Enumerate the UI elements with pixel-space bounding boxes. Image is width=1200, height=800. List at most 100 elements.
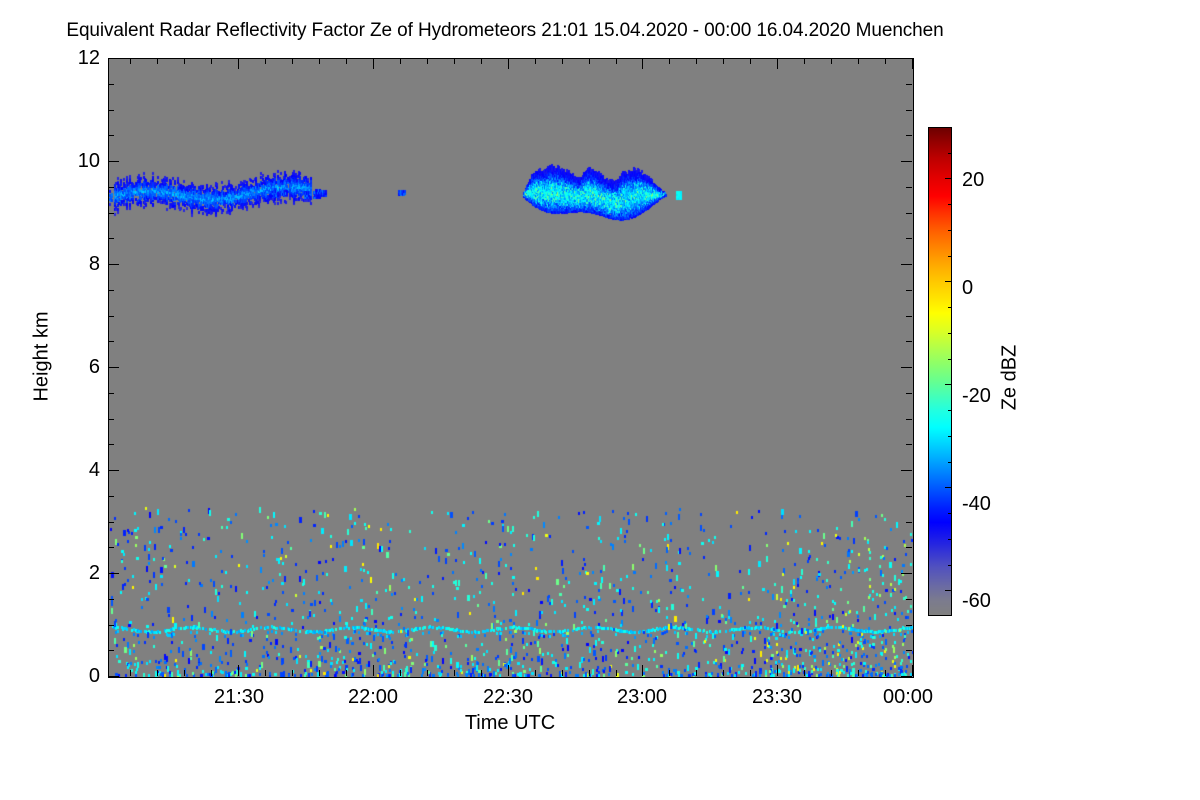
colorbar-tick-neg20: -20 (962, 385, 991, 407)
x-tick-2200: 22:00 (347, 686, 399, 708)
colorbar-tick-mark-minor (948, 307, 952, 308)
x-tick-mark-top-minor (535, 58, 536, 64)
x-tick-2230: 22:30 (482, 686, 534, 708)
y-tick-mark-right-minor (906, 84, 912, 85)
x-tick-mark-minor (562, 670, 563, 676)
x-tick-mark-top-minor (400, 58, 401, 64)
x-tick-mark-major (238, 665, 239, 676)
y-tick-mark-major (108, 264, 119, 265)
y-tick-mark-right-major (901, 573, 912, 574)
colorbar-tick-mark-minor (948, 539, 952, 540)
plot-area[interactable] (108, 58, 914, 678)
y-tick-mark-right-major (901, 676, 912, 677)
y-tick-mark-right-minor (906, 135, 912, 136)
x-tick-mark-top-minor (157, 58, 158, 64)
x-tick-mark-minor (669, 670, 670, 676)
x-tick-mark-top-minor (265, 58, 266, 64)
y-tick-mark-minor (108, 238, 114, 239)
x-tick-mark-major (508, 665, 509, 676)
x-tick-mark-top-major (912, 58, 913, 69)
x-tick-mark-minor (616, 670, 617, 676)
colorbar-tick-mark-major (945, 590, 952, 591)
y-tick-mark-minor (108, 316, 114, 317)
colorbar-tick-mark-minor (948, 565, 952, 566)
colorbar-tick-mark-minor (948, 410, 952, 411)
x-tick-mark-top-minor (292, 58, 293, 64)
y-tick-mark-minor (108, 110, 114, 111)
y-tick-mark-right-minor (906, 187, 912, 188)
y-tick-mark-minor (108, 625, 114, 626)
x-tick-mark-minor (481, 670, 482, 676)
colorbar-tick-mark-minor (948, 204, 952, 205)
y-tick-mark-right-minor (906, 213, 912, 214)
colorbar-tick-mark-major (945, 178, 952, 179)
y-tick-mark-major (108, 676, 119, 677)
x-tick-mark-minor (184, 670, 185, 676)
y-axis-title: Height km (30, 311, 53, 402)
reflectivity-heatmap-canvas (109, 59, 913, 677)
y-tick-mark-major (108, 470, 119, 471)
x-tick-mark-top-major (238, 58, 239, 69)
x-tick-2130: 21:30 (213, 686, 265, 708)
x-tick-2300: 23:00 (616, 686, 668, 708)
y-tick-mark-right-minor (906, 522, 912, 523)
colorbar-tick-20: 20 (962, 169, 985, 191)
x-tick-mark-top-minor (211, 58, 212, 64)
colorbar-tick-neg60: -60 (962, 590, 991, 612)
x-tick-mark-top-minor (804, 58, 805, 64)
x-tick-mark-top-minor (885, 58, 886, 64)
y-tick-8: 8 (88, 253, 100, 275)
colorbar-tick-mark-minor (948, 333, 952, 334)
y-tick-mark-right-minor (906, 419, 912, 420)
x-axis-title: Time UTC (464, 712, 556, 734)
colorbar[interactable] (928, 127, 952, 616)
x-tick-mark-minor (696, 670, 697, 676)
x-tick-2330: 23:30 (751, 686, 803, 708)
y-tick-mark-minor (108, 444, 114, 445)
x-tick-mark-minor (831, 670, 832, 676)
x-tick-mark-minor (858, 670, 859, 676)
y-tick-mark-right-minor (906, 110, 912, 111)
x-tick-mark-top-minor (427, 58, 428, 64)
x-tick-mark-top-major (508, 58, 509, 69)
colorbar-tick-0: 0 (962, 277, 974, 299)
colorbar-title: Ze dBZ (998, 344, 1021, 411)
colorbar-tick-mark-minor (948, 153, 952, 154)
x-tick-mark-minor (454, 670, 455, 676)
y-tick-mark-right-minor (906, 496, 912, 497)
y-tick-mark-right-major (901, 264, 912, 265)
y-tick-mark-right-minor (906, 625, 912, 626)
colorbar-tick-mark-minor (948, 462, 952, 463)
colorbar-tick-mark-major (945, 384, 952, 385)
y-tick-mark-major (108, 161, 119, 162)
x-tick-mark-top-minor (858, 58, 859, 64)
x-tick-mark-minor (400, 670, 401, 676)
x-tick-mark-minor (589, 670, 590, 676)
x-tick-mark-minor (211, 670, 212, 676)
colorbar-tick-neg40: -40 (962, 493, 991, 515)
y-tick-mark-right-major (901, 58, 912, 59)
y-tick-mark-minor (108, 599, 114, 600)
x-tick-mark-top-minor (616, 58, 617, 64)
y-tick-mark-major (108, 367, 119, 368)
x-tick-mark-minor (535, 670, 536, 676)
x-tick-mark-top-minor (130, 58, 131, 64)
y-tick-mark-right-minor (906, 393, 912, 394)
y-tick-mark-right-minor (906, 238, 912, 239)
y-tick-0: 0 (88, 665, 100, 687)
x-tick-mark-top-major (777, 58, 778, 69)
x-tick-mark-minor (265, 670, 266, 676)
colorbar-tick-mark-minor (948, 513, 952, 514)
x-tick-mark-top-minor (454, 58, 455, 64)
y-tick-mark-right-minor (906, 341, 912, 342)
x-tick-mark-top-minor (184, 58, 185, 64)
x-tick-mark-major (373, 665, 374, 676)
x-tick-mark-top-major (373, 58, 374, 69)
y-tick-mark-right-minor (906, 316, 912, 317)
x-tick-mark-top-minor (481, 58, 482, 64)
page-title: Equivalent Radar Reflectivity Factor Ze … (66, 20, 944, 41)
y-tick-mark-right-minor (906, 599, 912, 600)
x-tick-mark-major (642, 665, 643, 676)
y-tick-mark-right-minor (906, 547, 912, 548)
